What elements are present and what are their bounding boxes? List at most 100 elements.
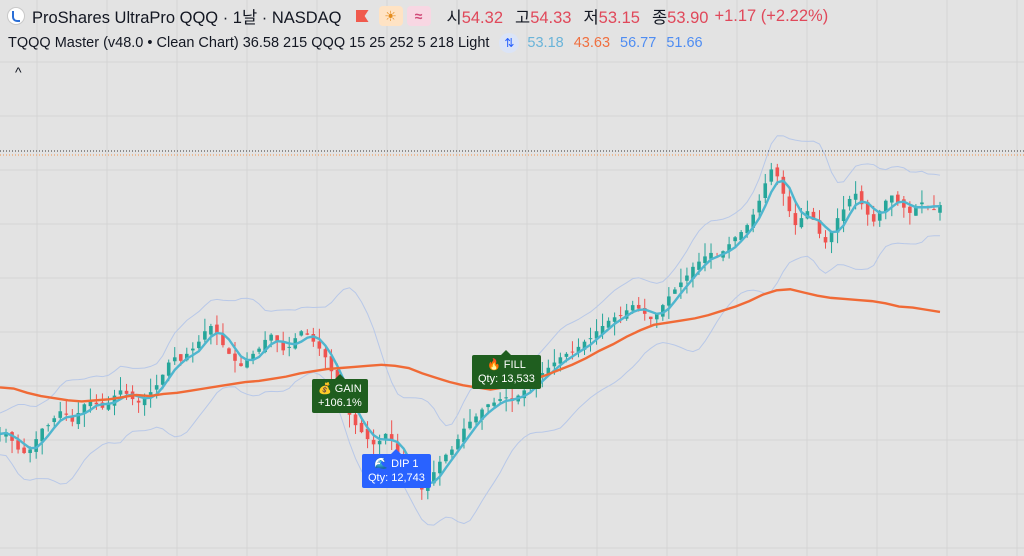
- candle-body: [142, 397, 147, 406]
- logo-icon[interactable]: [7, 7, 25, 25]
- collapse-chevron-icon[interactable]: ^: [15, 64, 22, 80]
- candle-body: [618, 315, 623, 317]
- candle-body: [377, 440, 382, 445]
- candle-body: [76, 413, 81, 425]
- candle-body: [82, 404, 87, 415]
- candle-body: [311, 334, 316, 342]
- candle-body: [263, 339, 267, 353]
- candle-body: [823, 237, 828, 243]
- candle-body: [184, 353, 189, 361]
- candle-body: [642, 307, 647, 314]
- candle-body: [197, 341, 201, 349]
- fill-marker-qty: Qty: 13,533: [478, 373, 535, 385]
- band-upper: [0, 135, 941, 427]
- dip-marker-qty: Qty: 12,743: [368, 472, 425, 484]
- candle-body: [287, 346, 292, 348]
- gain-marker[interactable]: 💰 GAIN +106.1%: [312, 374, 368, 413]
- arrows-icon[interactable]: ⇅: [499, 33, 520, 53]
- candle-body: [94, 402, 99, 405]
- candle-body: [877, 211, 882, 221]
- candle-body: [654, 313, 659, 320]
- candle-body: [703, 256, 707, 264]
- candle-body: [883, 200, 888, 212]
- candle-body: [679, 282, 683, 288]
- candle-body: [46, 425, 51, 427]
- candle-body: [64, 413, 69, 415]
- candle-body: [661, 305, 665, 317]
- candle-body: [902, 199, 906, 208]
- candle-body: [22, 447, 26, 454]
- candle-body: [552, 362, 557, 367]
- dip-marker-title: 🌊 DIP 1: [374, 458, 419, 470]
- candle-body: [709, 252, 713, 259]
- candle-body: [697, 261, 701, 270]
- candle-body: [769, 169, 774, 182]
- dip-marker[interactable]: 🌊 DIP 1 Qty: 12,743: [362, 449, 431, 488]
- candle-body: [582, 341, 587, 350]
- candlesticks: [0, 162, 942, 500]
- candle-body: [245, 359, 249, 368]
- candle-body: [389, 434, 394, 441]
- candle-body: [492, 402, 496, 406]
- flag-icon[interactable]: [355, 10, 369, 22]
- candle-body: [751, 214, 756, 228]
- candle-body: [588, 338, 593, 340]
- candle-body: [395, 443, 400, 454]
- candle-body: [468, 421, 472, 429]
- candle-body: [733, 237, 737, 242]
- candle-body: [636, 304, 641, 309]
- candle-body: [160, 374, 165, 385]
- candle-body: [805, 211, 810, 219]
- candle-body: [727, 244, 731, 252]
- candle-body: [745, 225, 749, 234]
- candle-body: [667, 296, 671, 306]
- candle-body: [239, 363, 243, 367]
- candle-body: [847, 198, 852, 207]
- candle-body: [522, 390, 527, 399]
- candle-body: [438, 461, 442, 474]
- candle-body: [594, 331, 599, 339]
- candle-body: [896, 194, 900, 203]
- candle-body: [281, 341, 286, 351]
- candle-body: [576, 346, 581, 352]
- candle-body: [329, 356, 334, 372]
- candle-body: [871, 214, 876, 222]
- candle-body: [317, 341, 322, 349]
- wave-icon[interactable]: ≈: [406, 6, 431, 26]
- candle-body: [353, 414, 358, 426]
- candle-body: [480, 409, 484, 420]
- candle-body: [88, 400, 93, 407]
- sun-icon[interactable]: ☀: [378, 6, 403, 26]
- candle-body: [371, 439, 376, 445]
- candle-body: [606, 320, 611, 328]
- candle-body: [203, 331, 207, 340]
- candle-body: [853, 193, 858, 200]
- candle-body: [685, 275, 689, 281]
- indicator-value-1: 53.18: [527, 35, 564, 51]
- candle-body: [775, 167, 780, 177]
- candle-body: [938, 205, 942, 213]
- candle-body: [233, 353, 237, 361]
- symbol-title[interactable]: ProShares UltraPro QQQ · 1날 · NASDAQ: [32, 9, 342, 27]
- candle-body: [40, 428, 44, 442]
- fill-marker[interactable]: 🔥 FILL Qty: 13,533: [472, 350, 541, 389]
- indicator-label[interactable]: TQQQ Master (v48.0 • Clean Chart) 36.58 …: [8, 35, 490, 51]
- candle-body: [299, 331, 304, 336]
- candle-body: [908, 206, 912, 213]
- candle-body: [612, 317, 617, 322]
- candle-body: [34, 439, 38, 452]
- candle-body: [787, 196, 792, 212]
- candle-body: [221, 334, 225, 346]
- candle-body: [648, 316, 653, 320]
- candle-body: [58, 411, 63, 418]
- candle-body: [811, 211, 816, 220]
- candle-body: [817, 220, 822, 234]
- ohlc-low: 저53.15: [583, 9, 640, 27]
- ohlc-high: 고54.33: [515, 9, 572, 27]
- candle-body: [624, 310, 629, 319]
- candle-body: [365, 428, 370, 440]
- candle-body: [841, 209, 846, 222]
- candle-body: [799, 218, 804, 228]
